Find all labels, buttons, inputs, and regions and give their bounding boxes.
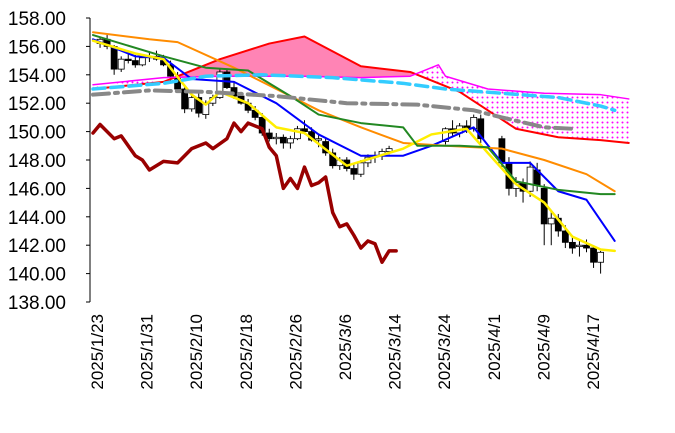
candle-body [294,128,301,140]
candle [449,120,456,136]
cloud-bullish-fill [177,36,414,78]
x-tick-label: 2025/2/18 [237,314,256,390]
y-tick-label: 144.00 [8,208,66,229]
x-tick-label: 2025/3/6 [336,314,355,380]
candle [540,184,548,246]
candle [477,114,485,143]
ma-long-line [91,73,617,113]
candle-body [279,136,287,144]
candle-body [223,71,231,88]
candle-body [216,71,224,98]
candle-body [597,251,604,263]
candle [526,161,534,197]
candle [442,127,449,145]
candle-body [315,138,323,141]
candle-body [547,217,555,225]
candle [590,245,597,268]
y-tick-label: 146.00 [8,179,66,200]
y-tick-label: 142.00 [8,236,66,257]
candle-body [181,88,189,110]
candle-body [138,57,146,66]
x-tick-label: 2025/4/9 [534,314,553,380]
candle [195,93,203,118]
indicator-lines-layer [91,31,630,264]
y-tick-label: 156.00 [8,37,66,58]
candle-body [188,97,196,110]
candle [583,239,590,253]
y-tick-label: 150.00 [8,123,66,144]
candle-body [117,58,125,70]
candle [272,133,280,145]
ma-longest-line [91,88,575,131]
kijun-line [92,31,616,193]
candle-body [477,118,485,140]
candle [597,250,604,274]
span-a-line [92,35,630,144]
candle-body [329,152,337,167]
candle [350,164,358,180]
y-tick-label: 152.00 [8,94,66,115]
cloud-bearish-fill [93,64,629,143]
candle [188,94,196,112]
candle [357,160,365,178]
x-axis-ticks: 2025/1/23 2025/1/31 2025/2/10 2025/2/18 2025… [88,314,603,390]
y-tick-label: 138.00 [8,293,66,314]
x-tick-label: 2025/4/1 [485,314,504,380]
candle [124,53,132,64]
y-tick-label: 154.00 [8,66,66,87]
candle [103,35,111,50]
candle [138,56,146,67]
candle-body [526,166,534,192]
candle [279,134,287,149]
candle-body [590,247,597,263]
candle [329,148,337,169]
candle-body [350,168,358,175]
candle [181,84,189,114]
candle-body [286,138,294,144]
candle-body [442,128,449,142]
x-tick-label: 2025/3/14 [386,314,405,390]
cloud-fill-layer [93,36,629,143]
y-tick-label: 158.00 [8,9,66,30]
x-tick-label: 2025/2/26 [286,314,305,390]
y-axis-ticks: 158.00 156.00 154.00 152.00 150.00 148.00 146.… [8,9,90,314]
candle-body [301,128,308,132]
candle-body [110,46,118,70]
candle-body [357,162,365,175]
x-tick-label: 2025/2/10 [187,314,206,390]
x-tick-label: 2025/3/24 [435,314,454,390]
ma-mid-line [92,34,616,196]
candle-body [583,244,590,249]
chikou-line [91,121,398,264]
candle [286,135,294,149]
candle [294,125,301,141]
candle [117,56,125,72]
y-tick-label: 140.00 [8,265,66,286]
ma-short-line [91,39,616,253]
candle-body [272,136,280,140]
candle [547,211,555,246]
candle-body [124,58,132,62]
x-tick-label: 2025/1/31 [138,314,157,390]
x-tick-label: 2025/4/17 [584,314,603,390]
y-tick-label: 148.00 [8,151,66,172]
candle [576,240,583,257]
candle [223,69,231,89]
candle-body [576,244,583,248]
candle-body [131,60,139,66]
x-tick-label: 2025/1/23 [88,314,107,390]
candle-body [385,148,393,152]
candle-body [561,230,569,243]
candle [569,236,576,254]
candle-body [195,97,203,114]
candle-body [569,241,576,249]
